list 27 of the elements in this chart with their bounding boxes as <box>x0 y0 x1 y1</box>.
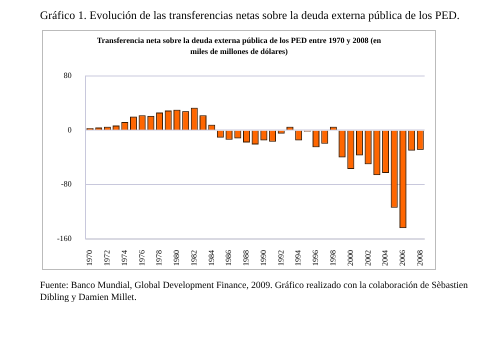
x-tick-label: 1972 <box>102 250 112 266</box>
x-tick-label: 1978 <box>154 250 164 266</box>
y-tick-label: 0 <box>68 125 72 134</box>
chart-title: Gráfico 1. Evolución de las transferencias netas sobre la deuda externa pública de los PED. <box>40 10 461 22</box>
y-tick-label: -80 <box>60 180 72 189</box>
x-tick-label: 1996 <box>311 250 320 266</box>
x-tick-label: 2006 <box>398 250 408 266</box>
y-tick-label: 80 <box>64 70 72 80</box>
x-tick-label: 2008 <box>415 250 424 266</box>
x-tick-label: 2002 <box>363 250 372 266</box>
x-tick-label: 1992 <box>276 250 286 266</box>
x-tick-label: 2000 <box>346 250 355 266</box>
x-tick-label: 1990 <box>258 250 268 266</box>
x-tick-label: 1970 <box>85 250 94 266</box>
source-note: Fuente: Banco Mundial, Global Development Finance, 2009. Gráfico realizado con la colaboración de Sèbastien Dibling y Damien Millet. <box>40 280 469 304</box>
x-tick-label: 1994 <box>294 250 303 266</box>
y-tick-label: -160 <box>56 234 72 244</box>
x-tick-label: 1984 <box>206 250 216 266</box>
x-tick-label: 1982 <box>189 250 198 266</box>
chart-subtitle: Transferencia neta sobre la deuda externa pública de los PED entre 1970 y 2008 (en miles de millones de dólares) <box>96 35 382 57</box>
x-tick-label: 1986 <box>224 250 234 266</box>
x-tick-label: 1988 <box>242 250 251 266</box>
x-tick-label: 1974 <box>120 250 129 266</box>
x-tick-label: 1998 <box>328 250 338 266</box>
x-tick-label: 1976 <box>137 250 146 266</box>
x-tick-label: 2004 <box>380 250 390 266</box>
x-tick-label: 1980 <box>172 250 182 266</box>
